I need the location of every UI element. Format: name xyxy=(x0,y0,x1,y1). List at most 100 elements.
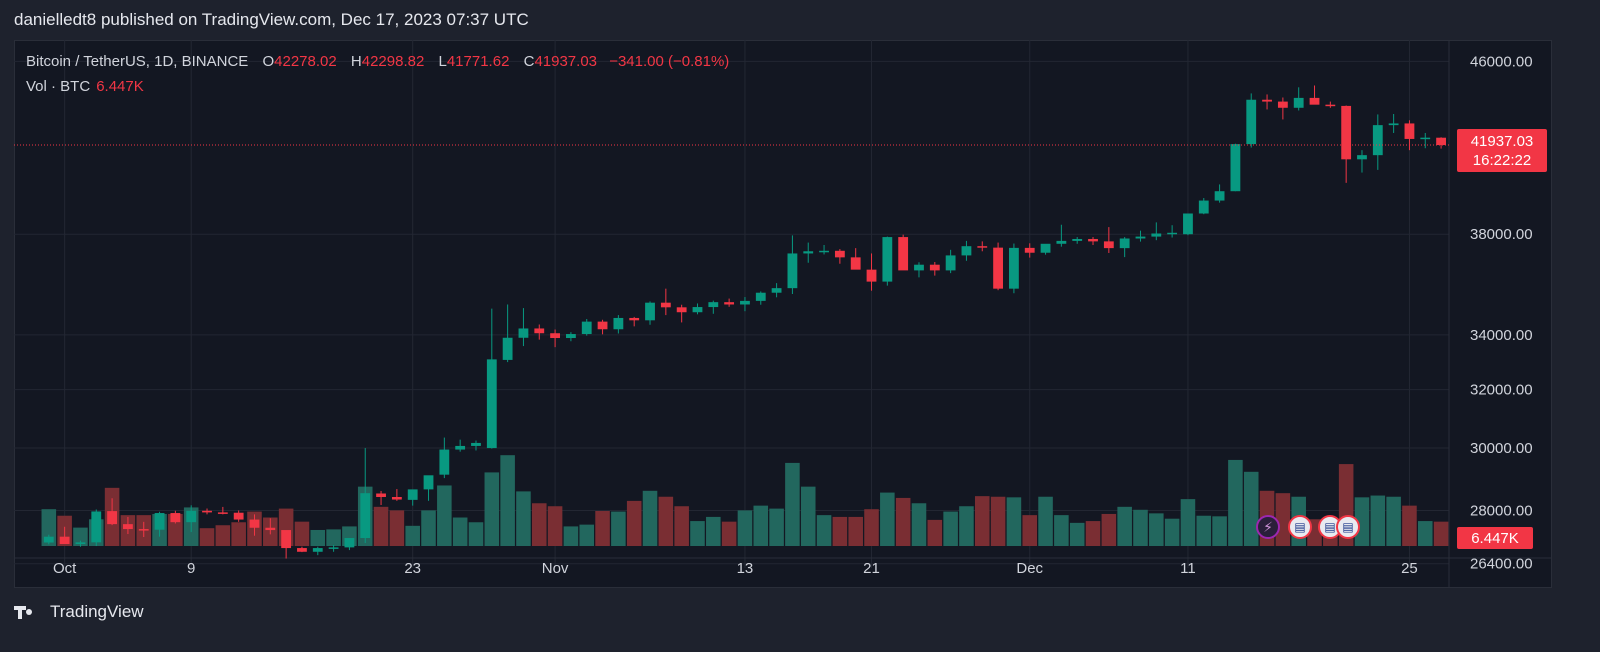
volume-bar xyxy=(611,511,626,546)
candle-body xyxy=(265,527,276,531)
candle-body xyxy=(249,519,260,528)
candle-body xyxy=(154,513,165,530)
candle-body xyxy=(566,334,576,339)
candle-body xyxy=(882,237,893,282)
candle-body xyxy=(1119,238,1130,249)
footer-brand[interactable]: TradingView xyxy=(14,602,144,622)
symbol-label[interactable]: Bitcoin / TetherUS, 1D, BINANCE xyxy=(26,53,249,70)
volume-bar xyxy=(769,508,784,546)
candlestick-chart[interactable]: 26400.00 28000.00 30000.00 32000.00 34000.00… xyxy=(14,40,1552,588)
candle-body xyxy=(1277,101,1288,108)
volume-bar xyxy=(880,492,895,546)
lightning-event-icon[interactable]: ⚡ xyxy=(1256,515,1280,539)
candle-body xyxy=(1040,243,1051,253)
volume-bar xyxy=(674,506,689,546)
candle-body xyxy=(803,251,814,254)
candle-body xyxy=(502,337,513,360)
high-label: H xyxy=(350,53,362,70)
volume-bar xyxy=(389,510,405,546)
volume-bar xyxy=(1354,497,1370,546)
candle-body xyxy=(423,475,434,490)
candle-body xyxy=(233,512,244,520)
volume-bar xyxy=(927,519,943,546)
volume-bar xyxy=(310,529,326,546)
volume-bar xyxy=(579,524,595,546)
y-tick-label: 28000.00 xyxy=(1470,502,1533,519)
candle-body xyxy=(708,302,719,308)
candle-body xyxy=(439,449,450,475)
candle-body xyxy=(43,536,54,543)
candle-body xyxy=(1309,97,1320,105)
candle-body xyxy=(929,264,940,271)
volume-bar xyxy=(1228,459,1243,546)
us-flag-event-icon[interactable]: ▤ xyxy=(1288,515,1312,539)
close-label: C xyxy=(523,53,535,70)
volume-bar xyxy=(1212,516,1227,546)
candle-body xyxy=(771,288,782,293)
volume-bar xyxy=(848,516,863,546)
candle-body xyxy=(866,269,877,282)
low-value: 41771.62 xyxy=(446,53,510,70)
candle-body xyxy=(1183,213,1193,235)
candle-body xyxy=(581,321,592,335)
volume-bar xyxy=(1069,522,1085,546)
volume-bar xyxy=(595,510,610,546)
chart-frame[interactable] xyxy=(14,40,1552,588)
volume-bar xyxy=(990,496,1006,546)
x-tick-label: 11 xyxy=(1180,560,1196,577)
x-tick-label: 13 xyxy=(737,560,754,577)
candle-body xyxy=(914,264,924,271)
candle-body xyxy=(1103,241,1114,249)
volume-bar xyxy=(1243,471,1259,546)
volume-bar xyxy=(547,506,563,546)
candle-body xyxy=(186,510,197,523)
candle-body xyxy=(1420,137,1431,140)
candle-body xyxy=(1151,233,1162,237)
candle-body xyxy=(1072,238,1083,241)
candle-body xyxy=(360,493,371,539)
volume-bar xyxy=(1433,521,1449,546)
candle-body xyxy=(1056,240,1067,244)
candle-body xyxy=(1135,236,1146,239)
publisher-line: danielledt8 published on TradingView.com… xyxy=(14,10,529,29)
candle-body xyxy=(724,302,735,305)
volume-bar xyxy=(1180,499,1196,546)
volume-bar xyxy=(468,522,484,546)
x-tick-label: Oct xyxy=(53,560,77,577)
candle-body xyxy=(1372,125,1383,156)
volume-bar xyxy=(1196,515,1212,546)
ohlc-legend: Bitcoin / TetherUS, 1D, BINANCE O42278.0… xyxy=(26,53,729,70)
candle-body xyxy=(534,328,545,334)
y-tick-label: 26400.00 xyxy=(1470,556,1533,573)
volume-bar xyxy=(421,510,436,546)
candle-body xyxy=(629,317,640,321)
volume-bar xyxy=(563,526,579,546)
candle-body xyxy=(75,542,86,545)
candle-body xyxy=(376,493,386,497)
us-flag-event-icon[interactable]: ▤ xyxy=(1336,515,1360,539)
volume-bar xyxy=(974,496,990,546)
candle-body xyxy=(755,292,766,301)
candle-body xyxy=(550,333,560,339)
candle-body xyxy=(961,246,972,256)
volume-bar xyxy=(1133,509,1148,546)
candle-body xyxy=(1167,232,1178,235)
volume-bar xyxy=(959,506,974,546)
candle-body xyxy=(1404,123,1415,139)
candle-body xyxy=(1214,191,1225,201)
volume-bar xyxy=(516,491,531,546)
candle-body xyxy=(597,321,608,330)
volume-bar xyxy=(215,525,231,546)
candle-body xyxy=(613,317,624,330)
candle-body xyxy=(1230,144,1241,192)
volume-bar xyxy=(326,529,341,546)
volume-bar xyxy=(816,515,832,546)
candle-body xyxy=(1088,238,1098,242)
candle-body xyxy=(344,538,355,548)
volume-bar xyxy=(721,521,737,546)
volume-bar xyxy=(1022,515,1038,546)
candle-body xyxy=(1198,200,1209,214)
candle-body xyxy=(660,302,671,308)
volume-label[interactable]: Vol · BTC xyxy=(26,78,91,95)
candle-body xyxy=(91,511,102,543)
